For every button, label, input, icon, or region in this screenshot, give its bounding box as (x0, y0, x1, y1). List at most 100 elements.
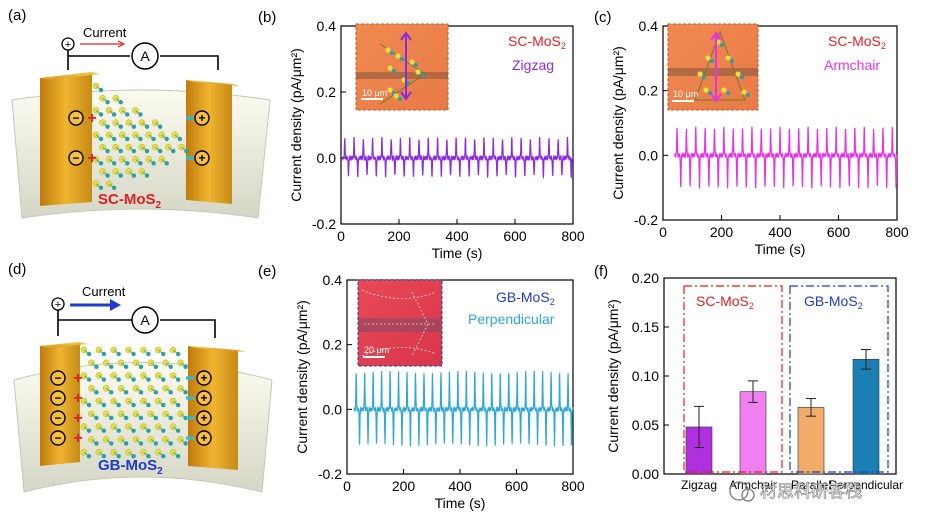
x-tick-label: 0 (659, 224, 667, 240)
y-axis-label: Current density (pA/μm²) (294, 300, 310, 454)
ammeter-icon (131, 42, 159, 70)
ammeter-label: A (140, 312, 150, 328)
y-axis-label: Current density (pA/μm²) (605, 299, 621, 453)
positive-charge-icon: + (87, 110, 96, 127)
chart-f: 0.00 0.05 0.10 0.15 0.20 Current density (pA/… (605, 270, 903, 492)
plus-terminal-icon (51, 297, 65, 311)
molybdenum-atom (398, 97, 402, 101)
x-tick-label: 400 (768, 224, 792, 240)
bar-parallel (797, 407, 825, 475)
x-axis-label: Time (s) (432, 245, 483, 261)
y-tick-label: 0.00 (632, 466, 659, 482)
plus-charge-icon (194, 110, 210, 126)
x-tick-label: 0 (343, 478, 351, 494)
y-tick-label: 0.15 (632, 319, 659, 335)
plus-charge-icon (194, 150, 210, 166)
y-tick-label: 0.10 (632, 368, 659, 384)
y-tick-label: 0.05 (632, 417, 659, 433)
x-tick-label: 200 (387, 228, 411, 244)
panel-d-label: (d) (8, 261, 26, 278)
panel-b: (b) 0 200 400 600 800 -0.2 0.0 0.2 0.4 Time (s) Cu… (258, 9, 585, 261)
armchair-direction-arrow-icon (710, 31, 722, 103)
category-label: Zigzag (681, 478, 717, 492)
sulfur-atom (735, 71, 741, 77)
plus-charge-icon (196, 370, 212, 386)
sulfur-atom (703, 87, 709, 93)
positive-charge-icon: + (73, 430, 82, 447)
svg-text:+: + (198, 111, 205, 125)
panel-a-label: (a) (8, 7, 26, 24)
molybdenum-atom (390, 51, 394, 55)
minus-charge-icon (50, 370, 66, 386)
panel-b-label: (b) (258, 9, 276, 26)
legend-material: SC-MoS2 (508, 33, 566, 51)
molybdenum-atom (400, 57, 404, 61)
positive-charge-icon: + (73, 390, 82, 407)
negative-charge-icon (186, 376, 194, 380)
sulfur-atom (741, 89, 747, 95)
minus-charge-icon (50, 430, 66, 446)
y-tick-label: 0.4 (639, 18, 659, 34)
negative-charge-icon (186, 156, 194, 160)
ammeter-label: A (140, 48, 150, 64)
legend-orientation: Armchair (824, 57, 880, 73)
negative-charge-icon (186, 116, 194, 120)
plus-charge-icon (196, 390, 212, 406)
scale-bar-label: 10 μm (362, 88, 387, 98)
sulfur-atom (393, 93, 399, 99)
y-tick-label: 0.0 (323, 401, 343, 417)
positive-charge-icon: + (87, 150, 96, 167)
sc-mos2-label: SC-MoS2 (98, 191, 162, 211)
svg-text:+: + (200, 411, 207, 425)
wechat-icon (729, 481, 749, 501)
svg-text:−: − (54, 391, 61, 405)
group-sc-mos2-label: SC-MoS2 (696, 293, 754, 311)
minus-charge-icon (68, 110, 84, 126)
legend-material: SC-MoS2 (828, 33, 886, 51)
svg-text:−: − (72, 151, 79, 165)
sulfur-atom (705, 55, 711, 61)
panel-e-label: (e) (258, 263, 276, 280)
right-electrode (188, 346, 238, 470)
gb-mos2-group-box (789, 285, 889, 473)
y-axis-label: Current density (pA/μm²) (610, 46, 626, 200)
chart-e: 0 200 400 600 800 -0.2 0.0 0.2 0.4 Time (s) Curren… (294, 272, 585, 511)
scale-bar (361, 98, 383, 100)
svg-text:+: + (198, 151, 205, 165)
sulfur-atom (395, 53, 401, 59)
circuit-wire (57, 306, 216, 338)
y-tick-label: 0.2 (317, 84, 337, 100)
y-tick-label: 0.2 (323, 337, 343, 353)
inset-e: 20 μm (357, 279, 443, 367)
panel-e: (e) 0 200 400 600 800 -0.2 0.0 0.2 0.4 Time (s) Cu… (258, 263, 585, 511)
y-tick-label: 0.0 (639, 147, 659, 163)
panel-a: (a) + Current A − +− +++ SC-MoS2 (8, 7, 271, 219)
molybdenum-atom (720, 43, 724, 47)
group-gb-mos2-label: GB-MoS2 (804, 293, 863, 311)
y-tick-label: 0.4 (323, 272, 343, 288)
molybdenum-atom (702, 75, 706, 79)
negative-charge-icon (186, 396, 194, 400)
svg-text:+: + (200, 391, 207, 405)
plus-charge-icon (196, 430, 212, 446)
inset-b: 10 μm (355, 23, 449, 111)
x-tick-label: 600 (503, 228, 527, 244)
legend-orientation: Zigzag (512, 57, 554, 73)
bar-perpendicular (852, 359, 880, 475)
molybdenum-atom (414, 63, 418, 67)
positive-charge-icon: + (73, 410, 82, 427)
scale-bar-label: 10 μm (673, 89, 698, 99)
y-tick-label: 0.2 (639, 83, 659, 99)
sulfur-atom (387, 87, 393, 93)
x-tick-label: 800 (885, 224, 909, 240)
y-tick-label: 0.4 (317, 18, 337, 34)
molybdenum-atom (730, 59, 734, 63)
mos2-lattice (92, 82, 189, 190)
x-tick-label: 400 (448, 478, 472, 494)
positive-charge-icon: + (73, 370, 82, 387)
scale-bar (672, 100, 694, 102)
molybdenum-atom (710, 59, 714, 63)
minus-charge-icon (50, 410, 66, 426)
y-tick-label: 0.20 (632, 270, 659, 286)
